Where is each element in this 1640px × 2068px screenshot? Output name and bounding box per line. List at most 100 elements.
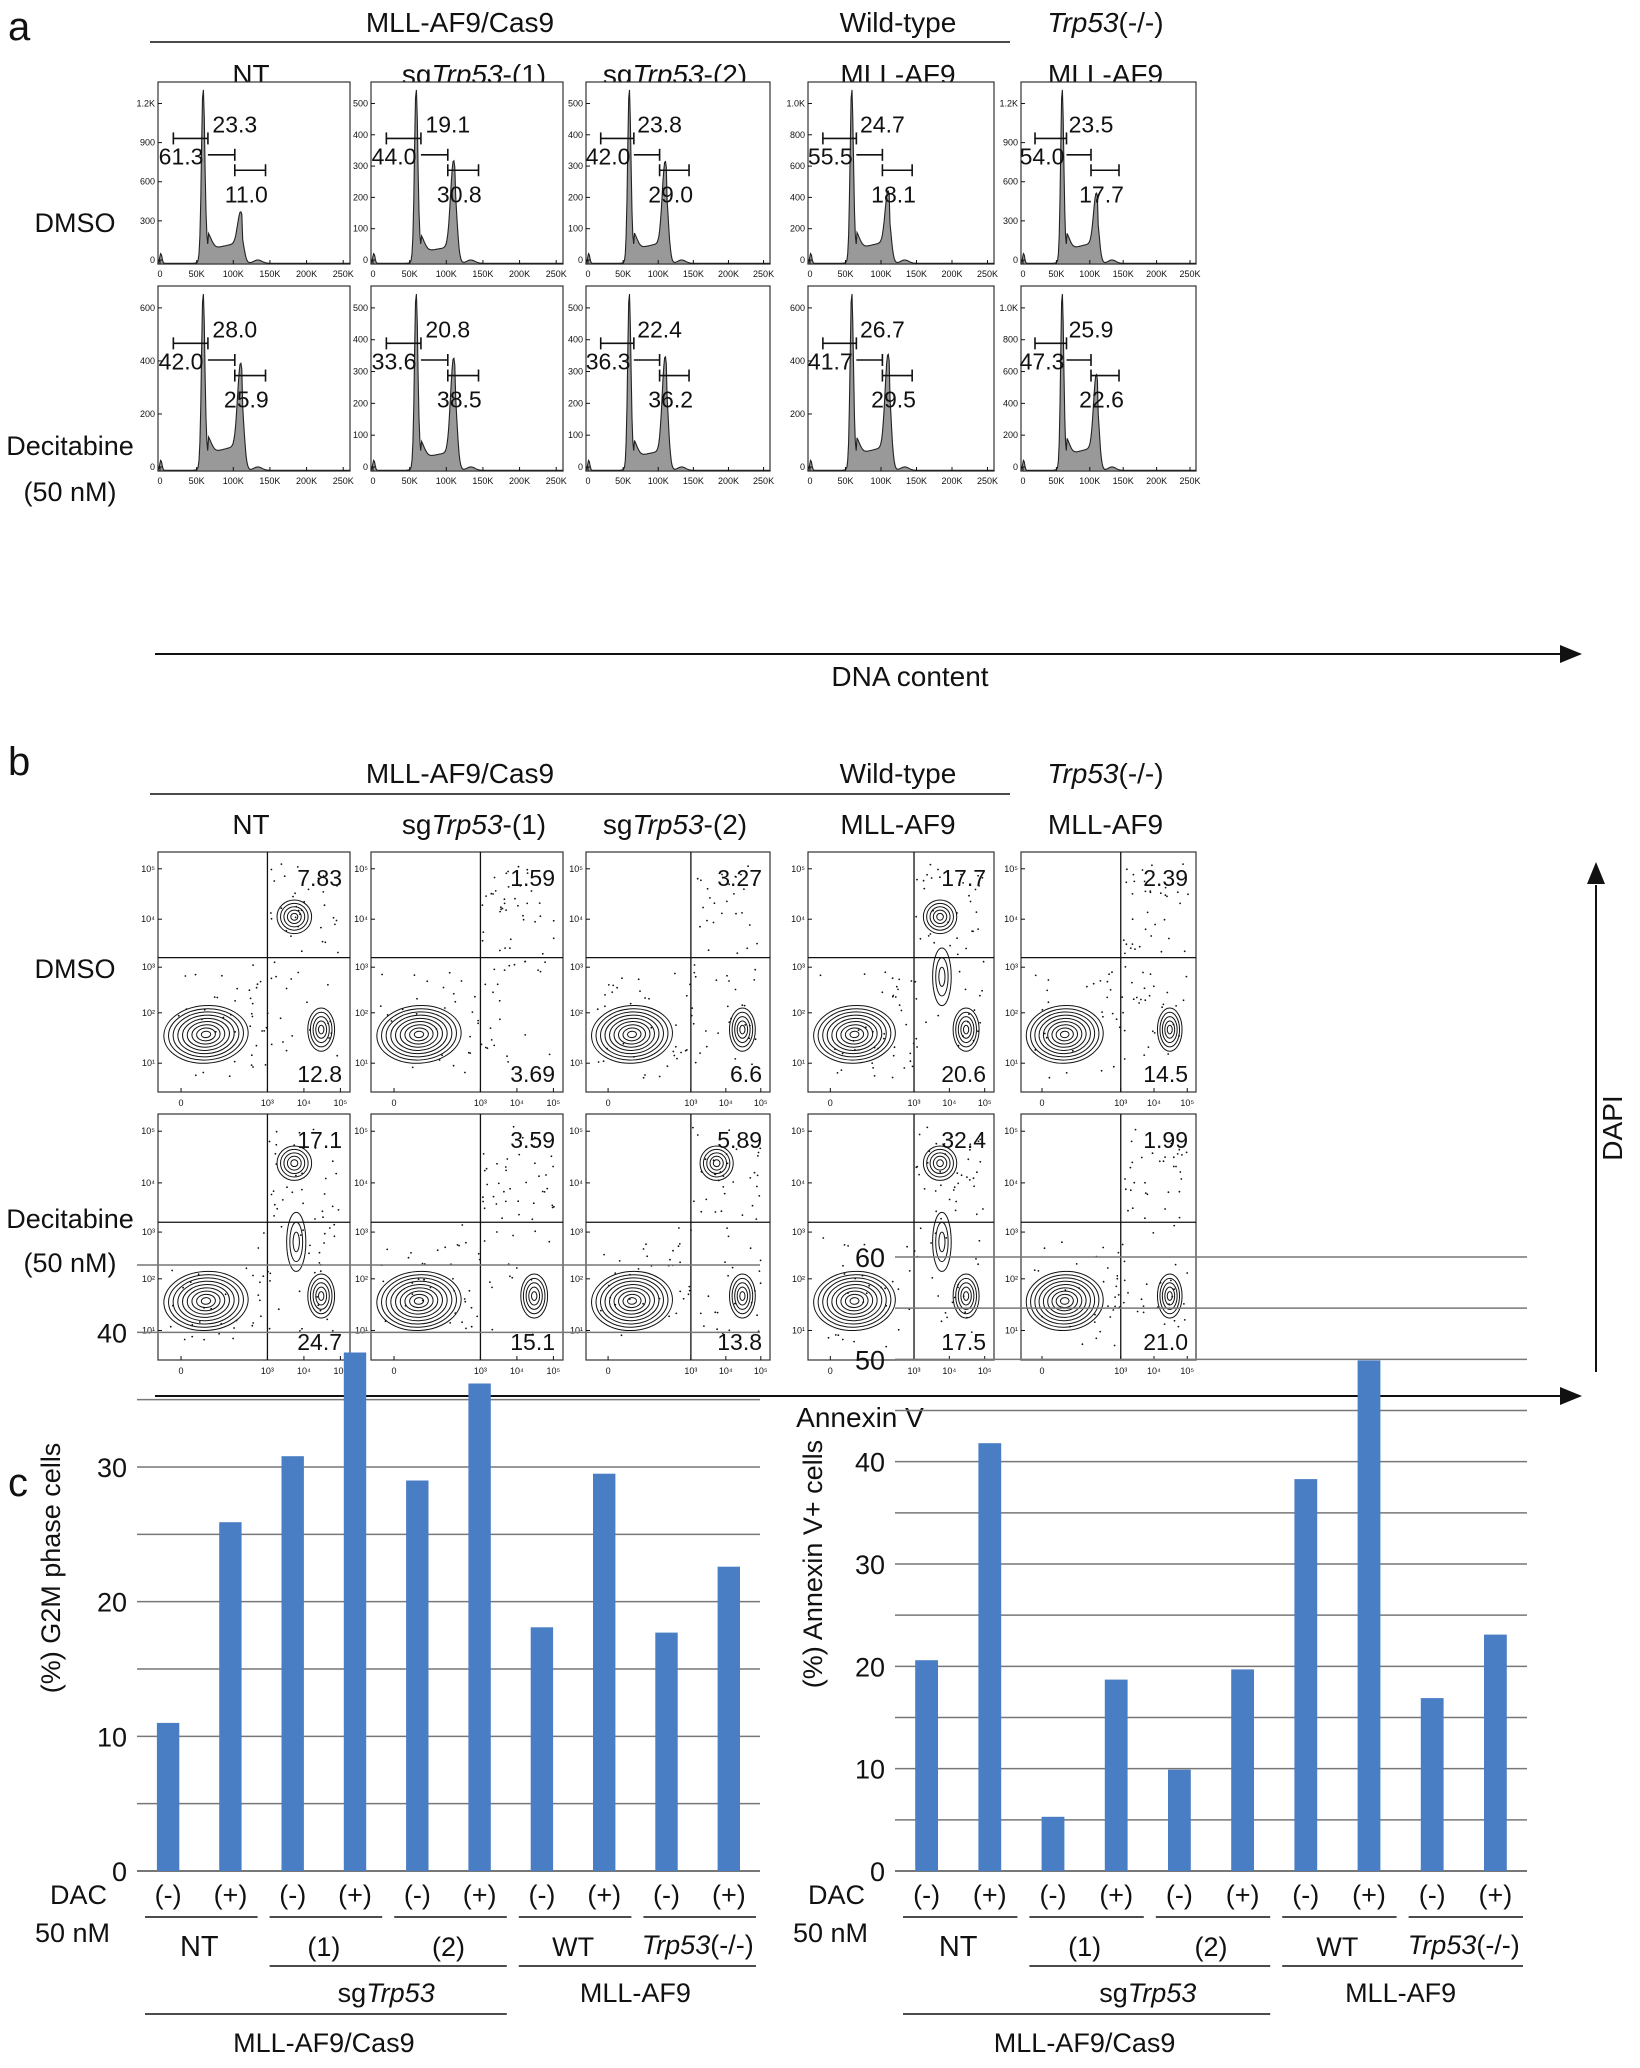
- histogram-ytick-label: 0: [363, 462, 368, 472]
- contour-ring: [595, 1008, 669, 1061]
- dotplot-ytick-label: 10³: [355, 962, 368, 972]
- event-dot: [471, 1011, 474, 1013]
- histogram-ytick-label: 400: [568, 335, 583, 345]
- event-dot: [906, 1245, 908, 1248]
- event-dot: [699, 1052, 701, 1054]
- event-dot: [753, 1171, 756, 1174]
- contour-ring: [844, 1293, 865, 1309]
- event-dot: [331, 1205, 334, 1208]
- event-dot: [914, 980, 917, 983]
- event-dot: [482, 1200, 484, 1203]
- event-dot: [1131, 1161, 1134, 1164]
- event-dot: [673, 1054, 676, 1057]
- event-dot: [213, 996, 216, 998]
- dotplot-xtick-label: 10⁴: [1147, 1098, 1161, 1108]
- event-dot: [1127, 1209, 1129, 1212]
- histogram-trace: [807, 89, 995, 265]
- event-dot: [699, 1312, 702, 1315]
- event-dot: [1048, 1076, 1051, 1079]
- event-dot: [507, 870, 509, 873]
- panel-b-col-header-1-line2-part-2: -(1): [503, 809, 547, 840]
- g1-percent: 33.6: [372, 348, 417, 374]
- event-dot: [958, 970, 961, 973]
- contour-ring: [935, 957, 949, 997]
- g1-percent: 44.0: [372, 143, 417, 169]
- event-dot: [645, 1243, 647, 1246]
- event-dot: [908, 1270, 911, 1272]
- contour-ring: [729, 1007, 756, 1052]
- event-dot: [834, 1334, 837, 1336]
- event-dot: [541, 1190, 544, 1193]
- event-dot: [333, 1235, 336, 1238]
- event-dot: [492, 893, 494, 895]
- histogram-xtick-label: 200K: [941, 476, 962, 486]
- event-dot: [1164, 1208, 1166, 1210]
- event-dot: [1125, 943, 1128, 946]
- contour-ring: [200, 1297, 212, 1305]
- event-dot: [964, 1311, 967, 1314]
- histogram-ytick-label: 0: [363, 255, 368, 265]
- contour-ring: [1055, 1027, 1074, 1042]
- bar: [1420, 1698, 1444, 1871]
- event-dot: [506, 1158, 509, 1160]
- event-dot: [302, 1202, 304, 1205]
- event-dot: [300, 950, 303, 953]
- dotplot-xtick-label: 10⁴: [1147, 1366, 1161, 1376]
- event-dot: [261, 1030, 263, 1032]
- event-dot: [891, 977, 894, 980]
- event-dot: [967, 1158, 970, 1161]
- event-dot: [642, 1302, 644, 1305]
- event-dot: [233, 1327, 236, 1329]
- dotplot-xtick-label: 0: [392, 1098, 397, 1108]
- event-dot: [454, 1000, 457, 1003]
- event-dot: [489, 1027, 492, 1029]
- event-dot: [722, 1186, 725, 1188]
- event-dot: [319, 1270, 322, 1273]
- event-dot: [871, 1062, 874, 1064]
- event-dot: [323, 1232, 326, 1235]
- event-dot: [268, 1327, 271, 1330]
- contour-ring: [381, 1274, 457, 1328]
- histogram-ytick-label: 500: [568, 98, 583, 108]
- contour-ring: [385, 1011, 453, 1058]
- dotplot-ytick-label: 10²: [142, 1274, 155, 1284]
- contour-ring: [276, 1145, 313, 1181]
- contour-ring: [1166, 1291, 1173, 1301]
- event-dot: [248, 989, 251, 992]
- dotplot-frame: [585, 851, 771, 1093]
- event-dot: [685, 994, 688, 997]
- event-dot: [949, 944, 951, 947]
- histogram-xtick-label: 50K: [189, 269, 205, 279]
- event-dot: [337, 951, 339, 954]
- event-dot: [522, 914, 524, 917]
- event-dot: [758, 1270, 761, 1272]
- dotplot-ytick-label: 10⁵: [354, 1126, 368, 1136]
- bar: [915, 1660, 938, 1871]
- event-dot: [331, 1160, 334, 1163]
- event-dot: [1116, 1277, 1119, 1280]
- event-dot: [1122, 1301, 1125, 1304]
- panel-a-row-label-1-conc: (50 nM): [23, 477, 116, 507]
- dotplot-xtick-label: 10³: [1114, 1366, 1127, 1376]
- event-dot: [461, 1224, 464, 1226]
- bar-ylabel: (%) Annexin V+ cells: [798, 1440, 828, 1688]
- contour-ring: [734, 1016, 751, 1044]
- event-dot: [744, 1024, 747, 1026]
- event-dot: [548, 1240, 551, 1243]
- contour-ring: [1156, 1007, 1183, 1052]
- event-dot: [286, 1186, 288, 1189]
- event-dot: [290, 935, 292, 937]
- event-dot: [1144, 1181, 1146, 1184]
- event-dot: [1115, 1285, 1118, 1288]
- event-dot: [259, 980, 262, 983]
- event-dot: [259, 1281, 261, 1284]
- event-dot: [847, 1245, 849, 1247]
- event-dot: [1176, 891, 1179, 894]
- event-dot: [933, 941, 936, 944]
- dotplot-ytick-label: 10¹: [1005, 1325, 1018, 1335]
- dotplot-xtick-label: 10⁴: [719, 1366, 733, 1376]
- event-dot: [706, 919, 708, 922]
- event-dot: [915, 1037, 918, 1040]
- dac-minus: (-): [528, 1880, 555, 1910]
